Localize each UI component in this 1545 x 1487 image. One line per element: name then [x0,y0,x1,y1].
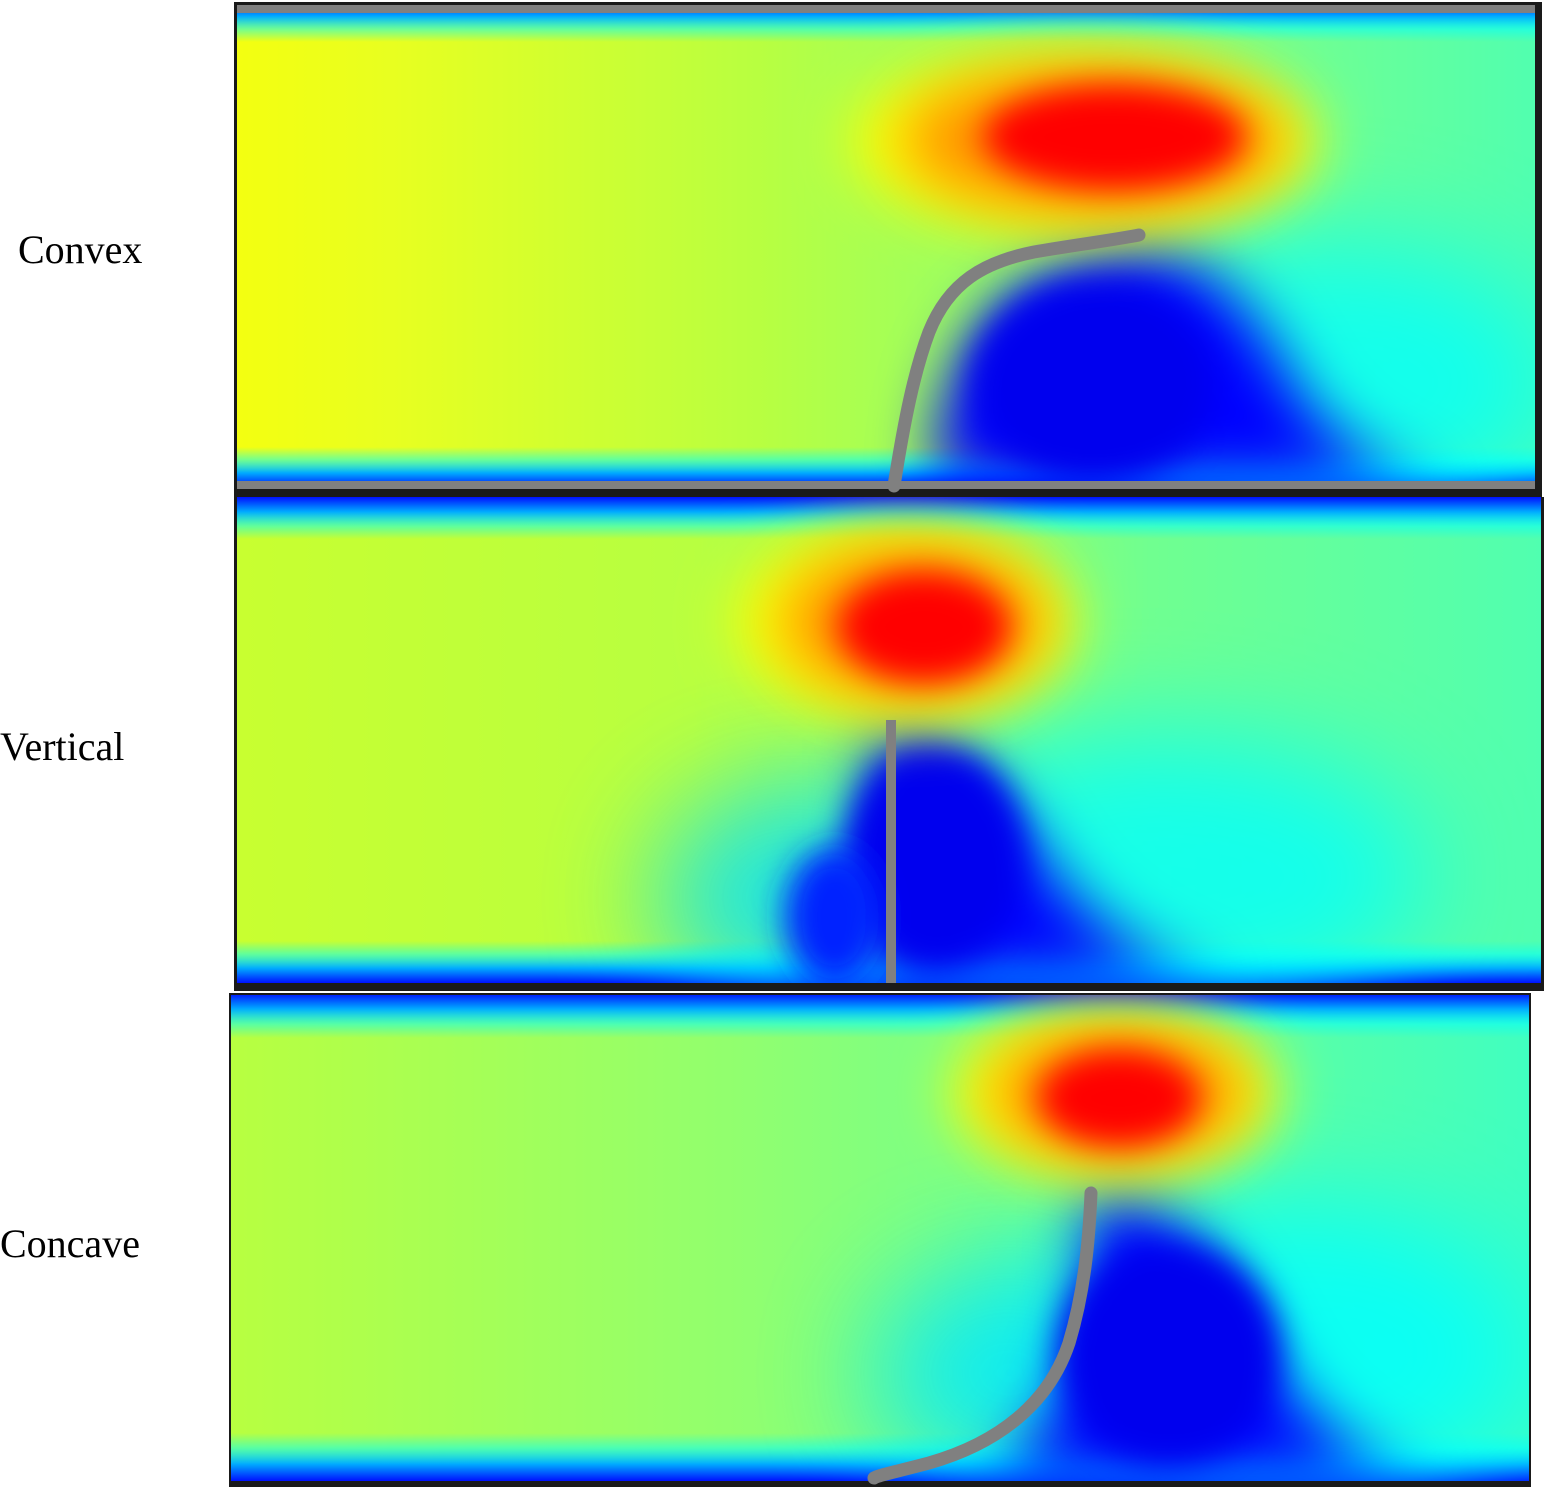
flow-field-vertical [234,497,1544,991]
flow-field-convex [234,2,1542,498]
flow-field-concave [229,993,1531,1487]
flap-concave [867,1186,1098,1485]
panel-label-convex: Convex [18,227,143,272]
panel-label-vertical: Vertical [0,724,125,769]
flap-convex [887,228,1146,493]
flap-vertical [886,720,896,983]
panel-label-concave: Concave [0,1221,140,1266]
